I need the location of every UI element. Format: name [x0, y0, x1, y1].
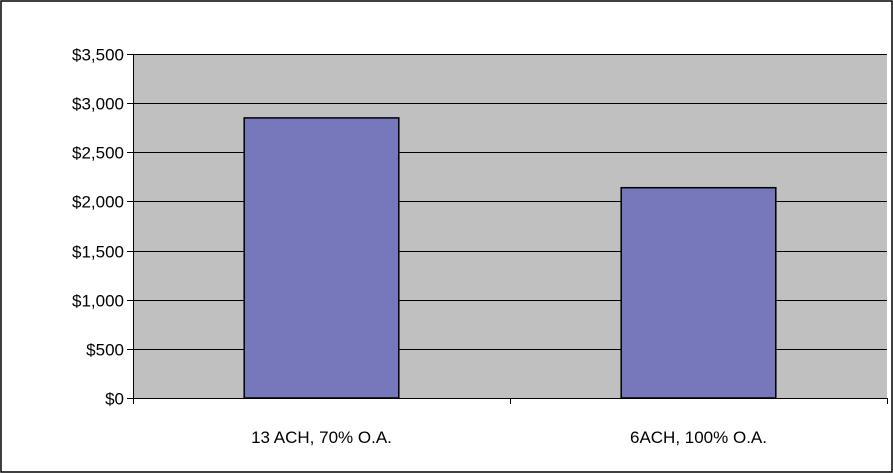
y-tick-labels: $0 $500 $1,000 $1,500 $2,000 $2,500 $3,000 $3,5… — [72, 46, 124, 409]
x-tick-label: 13 ACH, 70% O.A. — [251, 428, 392, 447]
bar — [243, 117, 400, 399]
y-tick-label: $1,000 — [72, 292, 124, 311]
axes — [127, 54, 888, 404]
x-tick-label: 6ACH, 100% O.A. — [630, 428, 767, 447]
y-tick-label: $1,500 — [72, 243, 124, 262]
bar — [620, 186, 777, 399]
y-tick-label: $500 — [86, 341, 124, 360]
y-tick-label: $3,000 — [72, 95, 124, 114]
y-tick-label: $2,000 — [72, 193, 124, 212]
x-tick-labels: 13 ACH, 70% O.A. 6ACH, 100% O.A. — [251, 428, 767, 447]
y-tick-label: $2,500 — [72, 144, 124, 163]
y-tick-label: $0 — [105, 390, 124, 409]
y-tick-label: $3,500 — [72, 46, 124, 65]
